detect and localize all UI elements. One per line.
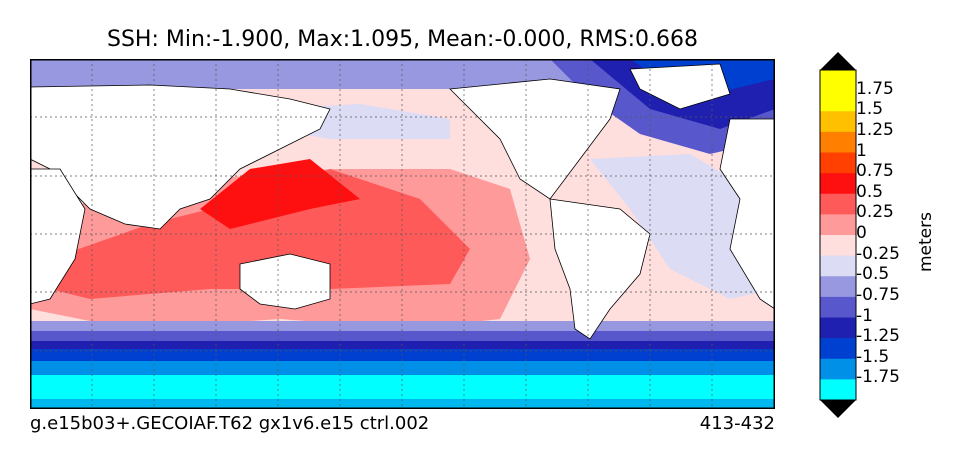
so-band-6	[30, 375, 775, 399]
colorbar-segment	[820, 214, 856, 236]
colorbar-segment	[820, 358, 856, 380]
colorbar-segment	[820, 173, 856, 195]
land-australia	[239, 253, 331, 310]
colorbar-segment	[820, 193, 856, 215]
graticule	[30, 59, 775, 409]
kuroshio-high	[200, 159, 360, 229]
land-europe-east	[719, 118, 775, 310]
colorbar-segment	[820, 90, 856, 112]
colorbar-frame	[819, 69, 857, 401]
colorbar	[819, 52, 857, 418]
so-band-4	[30, 349, 775, 361]
colorbar-tick-label: 0.25	[856, 202, 894, 223]
colorbar-tick-label: -1.5	[856, 346, 890, 367]
colorbar-tick-label: -0.25	[856, 243, 900, 264]
land-greenland	[629, 63, 731, 110]
colorbar-segment	[820, 152, 856, 174]
ssh-map	[30, 59, 775, 409]
colorbar-bottom-cap	[820, 400, 856, 418]
land-africa	[30, 168, 86, 305]
map-title: SSH: Min:-1.900, Max:1.095, Mean:-0.000,…	[107, 27, 698, 52]
year-range-label: 413-432	[699, 413, 775, 434]
antarctic-strip	[30, 399, 775, 409]
colorbar-segment	[820, 131, 856, 153]
colorbar-segment	[820, 235, 856, 257]
colorbar-segment	[820, 255, 856, 277]
so-band-1	[30, 321, 775, 331]
colorbar-tick-label: -1.25	[856, 326, 900, 347]
colorbar-segment	[820, 70, 856, 92]
colorbar-tick-label: 0.75	[856, 161, 894, 182]
colorbar-tick-label: -1	[856, 305, 873, 326]
atlantic-neg	[590, 154, 775, 299]
so-band-2	[30, 331, 775, 341]
colorbar-tick-label: -0.75	[856, 284, 900, 305]
colorbar-segment	[820, 296, 856, 318]
colorbar-tick-label: 0.5	[856, 181, 884, 202]
colorbar-tick-label: 1.25	[856, 119, 894, 140]
colorbar-units-label: meters	[916, 212, 936, 272]
land-north-america	[449, 78, 621, 200]
colorbar-tick-label: 1.5	[856, 99, 884, 120]
map-frame	[30, 59, 775, 409]
colorbar-tick-label: 1	[856, 140, 867, 161]
so-band-3	[30, 341, 775, 349]
so-band-5	[30, 361, 775, 375]
colorbar-tick-label: 0	[856, 223, 867, 243]
colorbar-segment	[820, 317, 856, 339]
colorbar-top-cap	[820, 52, 856, 70]
colorbar-tick-label: -0.5	[856, 264, 890, 285]
case-name-label: g.e15b03+.GECOIAF.T62 gx1v6.e15 ctrl.002	[30, 413, 430, 434]
colorbar-segment	[820, 111, 856, 133]
colorbar-tick-label: -1.75	[856, 367, 900, 388]
colorbar-segment	[820, 338, 856, 360]
colorbar-tick-label: 1.75	[856, 78, 894, 99]
colorbar-segment	[820, 276, 856, 298]
colorbar-segment	[820, 379, 856, 401]
